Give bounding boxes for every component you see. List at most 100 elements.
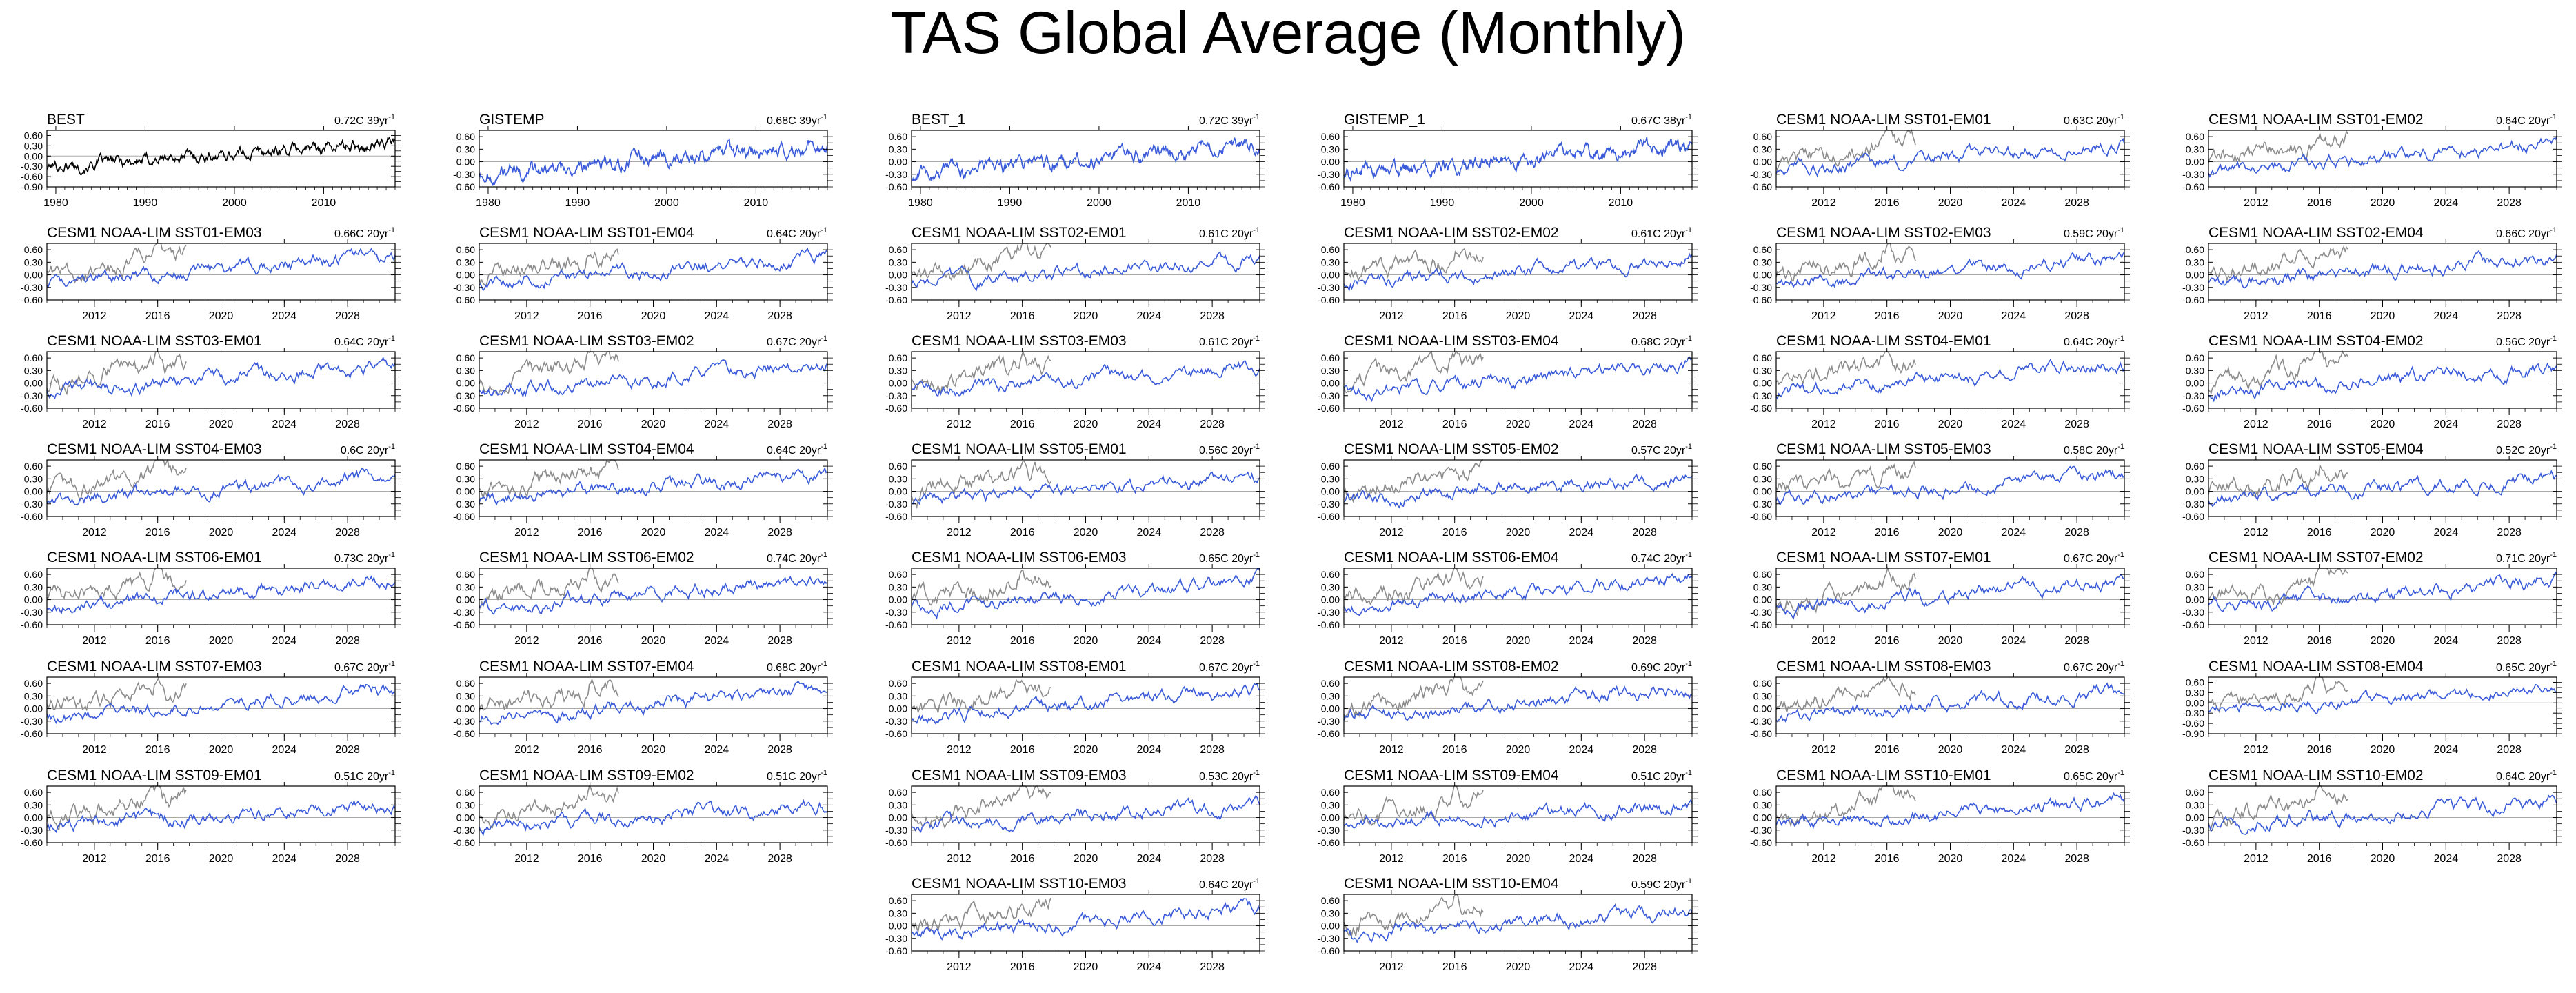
y-tick-label: 0.00: [456, 812, 475, 823]
y-tick-label: -0.30: [2182, 390, 2204, 401]
series-line: [1775, 792, 2125, 830]
plot-frame: [1775, 676, 2125, 734]
x-tick-label: 2020: [1074, 635, 1098, 647]
panel-title: CESM1 NOAA-LIM SST04-EM02: [2208, 333, 2424, 349]
x-tick-label: 2012: [1379, 527, 1404, 539]
panel-title: BEST_1: [912, 112, 965, 128]
y-tick-label: -0.30: [453, 169, 475, 180]
y-tick-label: -0.30: [21, 825, 43, 836]
y-tick-label: -0.30: [1318, 169, 1340, 180]
reference-series-line: [1343, 350, 1484, 394]
x-tick-label: 2020: [641, 419, 666, 430]
x-tick-label: 2012: [1811, 197, 1836, 209]
y-tick-label: -0.60: [21, 294, 43, 305]
y-tick-label: 0.30: [456, 581, 475, 592]
y-tick-label: 0.00: [889, 921, 907, 932]
y-tick-label: 0.30: [2186, 143, 2204, 154]
y-tick-label: -0.30: [1318, 499, 1340, 510]
y-tick-label: 0.60: [456, 131, 475, 142]
y-tick-label: -0.60: [1750, 728, 1772, 739]
x-tick-label: 2028: [335, 635, 360, 647]
y-tick-label: -0.60: [1318, 945, 1340, 956]
reference-series-line: [479, 350, 619, 397]
y-tick-label: 0.60: [24, 244, 43, 255]
x-tick-label: 2020: [1938, 527, 1963, 539]
x-tick-label: 2020: [1074, 527, 1098, 539]
y-tick-label: -0.60: [1750, 619, 1772, 630]
reference-series-line: [911, 570, 1051, 606]
x-tick-label: 2016: [1010, 310, 1035, 322]
x-tick-label: 2028: [767, 310, 792, 322]
x-tick-label: 2028: [2064, 310, 2089, 322]
y-tick-label: -0.30: [2182, 607, 2204, 618]
panel-cesm1-noaa-lim-sst01-em02: CESM1 NOAA-LIM SST01-EM02 0.64C 20yr-1 0.6…: [2182, 112, 2562, 209]
panel-title: CESM1 NOAA-LIM SST01-EM02: [2208, 112, 2424, 128]
y-tick-label: -0.60: [21, 619, 43, 630]
x-tick-label: 2016: [2307, 853, 2332, 865]
panel-title: CESM1 NOAA-LIM SST04-EM03: [47, 441, 262, 457]
series-line: [2208, 683, 2557, 714]
x-tick-label: 2024: [1569, 961, 1594, 973]
x-tick-label: 2024: [2434, 310, 2459, 322]
panel-cesm1-noaa-lim-sst05-em01: CESM1 NOAA-LIM SST05-EM01 0.56C 20yr-1 0.6…: [885, 441, 1265, 539]
trend-label: 0.6C 20yr-1: [341, 443, 395, 457]
trend-label: 0.67C 20yr-1: [2064, 551, 2124, 565]
panel-title: CESM1 NOAA-LIM SST02-EM02: [1344, 225, 1559, 241]
y-tick-label: 0.00: [24, 594, 43, 605]
x-tick-label: 2028: [767, 635, 792, 647]
y-tick-label: 0.30: [1321, 143, 1340, 154]
x-tick-label: 2024: [2002, 197, 2026, 209]
x-tick-label: 2020: [641, 744, 666, 756]
reference-series-line: [1775, 243, 1916, 282]
plot-frame: [911, 130, 1260, 188]
panel-title: CESM1 NOAA-LIM SST05-EM01: [912, 441, 1127, 457]
y-tick-label: -0.30: [21, 716, 43, 727]
y-tick-label: 0.30: [1321, 799, 1340, 810]
x-tick-label: 2028: [1632, 310, 1657, 322]
x-tick-label: 2024: [2434, 744, 2459, 756]
x-tick-label: 2012: [82, 419, 107, 430]
panel-title: CESM1 NOAA-LIM SST08-EM02: [1344, 659, 1559, 674]
y-tick-label: -0.30: [1318, 390, 1340, 401]
y-tick-label: -0.30: [453, 716, 475, 727]
panel-cesm1-noaa-lim-sst07-em02: CESM1 NOAA-LIM SST07-EM02 0.71C 20yr-1 0.6…: [2182, 550, 2562, 647]
x-tick-label: 2028: [335, 744, 360, 756]
panel-title: CESM1 NOAA-LIM SST08-EM03: [1776, 659, 1991, 674]
x-tick-label: 2016: [578, 853, 603, 865]
y-tick-label: 0.60: [2186, 787, 2204, 798]
x-tick-label: 2028: [767, 527, 792, 539]
panel-cesm1-noaa-lim-sst02-em02: CESM1 NOAA-LIM SST02-EM02 0.61C 20yr-1 0.6…: [1318, 225, 1698, 322]
x-tick-label: 2024: [705, 853, 729, 865]
x-tick-label: 2020: [1938, 197, 1963, 209]
y-tick-label: 0.30: [889, 581, 907, 592]
x-tick-label: 2028: [1632, 527, 1657, 539]
x-tick-label: 2016: [1442, 527, 1467, 539]
trend-label: 0.67C 20yr-1: [334, 660, 395, 674]
series-line: [1343, 252, 1693, 292]
x-tick-label: 2016: [1010, 853, 1035, 865]
y-tick-label: 0.00: [1753, 157, 1772, 168]
plot-frame: [1775, 459, 2125, 517]
panel-title: CESM1 NOAA-LIM SST07-EM01: [1776, 550, 1991, 565]
x-tick-label: 2028: [2497, 853, 2522, 865]
x-tick-label: 2024: [2002, 635, 2026, 647]
y-tick-label: 0.30: [456, 143, 475, 154]
panel-title: CESM1 NOAA-LIM SST10-EM02: [2208, 768, 2424, 783]
x-tick-label: 2028: [335, 419, 360, 430]
x-tick-label: 2024: [272, 527, 297, 539]
plot-frame: [911, 785, 1260, 843]
panel-cesm1-noaa-lim-sst07-em03: CESM1 NOAA-LIM SST07-EM03 0.67C 20yr-1 0.6…: [21, 659, 401, 756]
x-tick-label: 2016: [1442, 744, 1467, 756]
series-line: [479, 680, 828, 725]
y-tick-label: 0.30: [1753, 581, 1772, 592]
series-line: [46, 356, 396, 400]
plot-frame: [1343, 894, 1693, 952]
x-tick-label: 2020: [1074, 310, 1098, 322]
x-tick-label: 2012: [2244, 419, 2268, 430]
trend-label: 0.71C 20yr-1: [2496, 551, 2557, 565]
x-tick-label: 2024: [272, 853, 297, 865]
y-tick-label: 0.00: [1753, 486, 1772, 497]
panel-title: CESM1 NOAA-LIM SST02-EM04: [2208, 225, 2424, 241]
series-line: [46, 247, 396, 288]
y-tick-label: -0.60: [885, 619, 907, 630]
